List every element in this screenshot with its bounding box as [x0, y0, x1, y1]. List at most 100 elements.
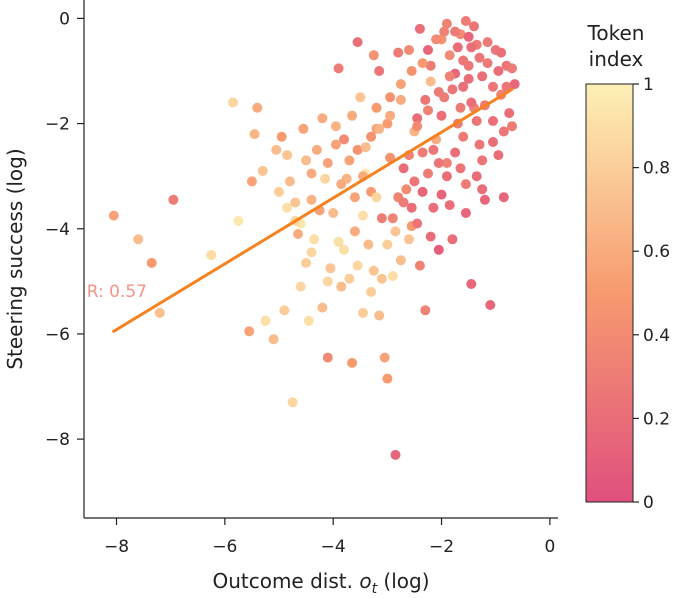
scatter-point [477, 155, 488, 166]
y-axis-ticks: 0 −2 −4 −6 −8 [45, 9, 84, 450]
scatter-point [322, 352, 333, 363]
scatter-point [441, 171, 452, 182]
scatter-point [482, 37, 493, 48]
scatter-point [482, 58, 493, 69]
scatter-point [371, 102, 382, 113]
scatter-point [395, 94, 406, 105]
scatter-point [379, 352, 390, 363]
scatter-point [466, 279, 477, 289]
scatter-point [358, 210, 368, 221]
scatter-point [368, 50, 379, 61]
scatter-point [471, 116, 482, 126]
scatter-point [477, 184, 488, 195]
scatter-point [154, 307, 165, 318]
scatter-point [441, 158, 452, 168]
scatter-point [406, 202, 417, 213]
scatter-point [423, 105, 433, 116]
scatter-point [228, 97, 238, 108]
scatter-point [325, 263, 336, 274]
scatter-point [376, 273, 387, 284]
scatter-point [390, 226, 401, 237]
scatter-point [466, 42, 477, 53]
scatter-point [436, 110, 447, 121]
scatter-point [450, 26, 461, 37]
scatter-point [479, 194, 490, 205]
x-tick-label: 0 [544, 537, 555, 557]
scatter-point [301, 155, 312, 166]
y-axis-title: Steering success (log) [3, 148, 27, 369]
scatter-point [376, 213, 387, 224]
scatter-point [306, 194, 317, 205]
scatter-point [488, 116, 498, 126]
scatter-point [233, 215, 244, 226]
scatter-point [368, 265, 379, 276]
scatter-point [290, 197, 301, 208]
scatter-point [352, 144, 363, 155]
colorbar-title-line2: index [589, 47, 644, 71]
scatter-point [339, 134, 349, 145]
scatter-point [485, 300, 496, 310]
scatter-point [414, 23, 425, 34]
scatter-point [274, 186, 284, 197]
colorbar-ticks: 1 0.8 0.6 0.4 0.2 0 [633, 75, 670, 513]
x-tick-label: −8 [104, 537, 129, 557]
scatter-point [366, 286, 377, 297]
x-tick-label: −6 [212, 537, 237, 557]
scatter-point [328, 208, 339, 218]
scatter-point [382, 118, 393, 129]
scatter-point [409, 176, 420, 187]
x-axis-ticks: −8 −6 −4 −2 0 [104, 518, 555, 557]
scatter-point [417, 186, 428, 197]
scatter-point [433, 158, 444, 168]
scatter-point [390, 449, 401, 460]
scatter-point [244, 326, 255, 337]
scatter-point [420, 305, 431, 316]
scatter-point [360, 142, 371, 153]
scatter-point [395, 79, 406, 90]
colorbar-tick-label: 0.4 [643, 326, 670, 346]
scatter-point [428, 144, 439, 155]
scatter-point [469, 21, 479, 32]
scatter-point [387, 213, 398, 224]
scatter-point [412, 218, 423, 229]
colorbar [585, 83, 634, 503]
scatter-point [417, 58, 428, 69]
correlation-annotation: R: 0.57 [87, 282, 147, 302]
x-tick-label: −2 [429, 537, 454, 557]
scatter-point [352, 37, 363, 48]
scatter-point [458, 55, 469, 66]
scatter-point [425, 76, 436, 87]
scatter-point [423, 45, 433, 55]
scatter-point [509, 79, 520, 90]
scatter-point [382, 239, 393, 250]
scatter-point [260, 315, 271, 326]
scatter-point [374, 123, 385, 134]
scatter-points [108, 16, 520, 460]
scatter-point [374, 66, 385, 76]
colorbar-tick-label: 0.2 [643, 409, 670, 429]
scatter-point [455, 163, 466, 174]
colorbar-tick-label: 0.8 [643, 159, 670, 179]
scatter-point [249, 129, 260, 140]
scatter-point [349, 192, 360, 203]
scatter-point [404, 234, 414, 245]
scatter-point [306, 247, 317, 258]
scatter-point [447, 234, 458, 245]
scatter-point [488, 137, 498, 147]
scatter-point [414, 260, 425, 271]
scatter-point [439, 26, 450, 37]
scatter-point [333, 63, 344, 74]
scatter-point [146, 257, 157, 268]
scatter-point [333, 236, 344, 247]
scatter-point [330, 139, 341, 150]
scatter-point [433, 87, 444, 97]
scatter-point [458, 81, 469, 92]
scatter-point [322, 276, 333, 287]
scatter-point [444, 50, 455, 61]
scatter-point [311, 144, 322, 155]
scatter-point [460, 16, 471, 26]
scatter-point [336, 179, 347, 190]
scatter-point [339, 244, 349, 255]
scatter-point [385, 110, 396, 121]
scatter-point [428, 202, 439, 213]
